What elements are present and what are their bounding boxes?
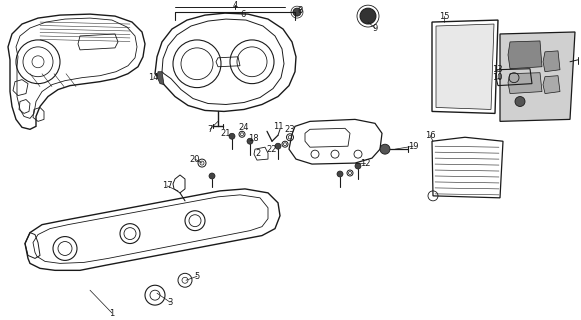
Circle shape bbox=[380, 144, 390, 154]
Polygon shape bbox=[500, 32, 575, 121]
Text: 5: 5 bbox=[195, 272, 200, 281]
Circle shape bbox=[337, 171, 343, 177]
Text: 9: 9 bbox=[372, 23, 378, 33]
Circle shape bbox=[515, 97, 525, 107]
Circle shape bbox=[209, 173, 215, 179]
Circle shape bbox=[275, 143, 281, 149]
Circle shape bbox=[229, 133, 235, 139]
Text: 21: 21 bbox=[221, 129, 231, 138]
Text: 3: 3 bbox=[167, 298, 173, 307]
Text: 20: 20 bbox=[190, 155, 200, 164]
Polygon shape bbox=[436, 24, 494, 109]
Text: 23: 23 bbox=[285, 125, 295, 134]
Circle shape bbox=[293, 8, 301, 16]
Circle shape bbox=[355, 163, 361, 169]
Text: 16: 16 bbox=[425, 131, 435, 140]
Text: 11: 11 bbox=[272, 122, 284, 131]
Polygon shape bbox=[157, 72, 164, 84]
Text: 2: 2 bbox=[256, 149, 261, 158]
Text: 4: 4 bbox=[232, 1, 238, 10]
Text: 7: 7 bbox=[207, 125, 213, 134]
Text: 15: 15 bbox=[439, 12, 449, 20]
Text: 10: 10 bbox=[492, 73, 502, 82]
Circle shape bbox=[247, 138, 253, 144]
Text: 6: 6 bbox=[241, 10, 246, 19]
Polygon shape bbox=[543, 51, 560, 72]
Text: 18: 18 bbox=[248, 134, 259, 143]
Circle shape bbox=[360, 8, 376, 24]
Text: 12: 12 bbox=[360, 159, 370, 168]
Text: 13: 13 bbox=[492, 65, 503, 74]
Polygon shape bbox=[508, 41, 542, 69]
Text: 17: 17 bbox=[162, 181, 173, 190]
Text: 14: 14 bbox=[148, 73, 158, 82]
Text: 24: 24 bbox=[239, 123, 249, 132]
Text: 22: 22 bbox=[267, 145, 277, 154]
Polygon shape bbox=[543, 76, 560, 93]
Polygon shape bbox=[508, 73, 542, 93]
Text: 1: 1 bbox=[109, 308, 114, 317]
Text: 19: 19 bbox=[408, 142, 418, 151]
Text: 8: 8 bbox=[297, 6, 303, 15]
